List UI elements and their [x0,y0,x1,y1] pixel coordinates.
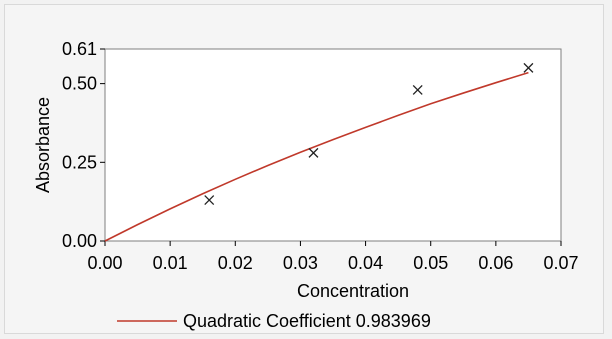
marker-stroke [308,147,319,158]
legend-label-fit-line: Quadratic Coefficient 0.983969 [183,311,431,331]
data-point-marker [204,195,215,206]
x-axis: 0.00 0.01 0.02 0.03 0.04 0.05 0.06 0.07 [87,241,579,273]
data-point-marker [523,62,534,73]
chart-panel: 0.00 0.01 0.02 0.03 0.04 0.05 0.06 0.07 0.00 0.2… [4,4,604,334]
x-tick-label: 0.07 [543,253,578,273]
x-tick-label: 0.01 [153,253,188,273]
plot-area [104,48,562,242]
x-tick-label: 0.05 [413,253,448,273]
x-axis-title: Concentration [297,281,409,301]
x-tick-label: 0.00 [87,253,122,273]
y-tick-label: 0.50 [62,74,97,94]
data-point-marker [412,84,423,95]
legend: Quadratic Coefficient 0.983969 [117,311,431,331]
calibration-chart: 0.00 0.01 0.02 0.03 0.04 0.05 0.06 0.07 0.00 0.2… [33,39,579,331]
x-tick-label: 0.03 [283,253,318,273]
marker-stroke [523,62,534,73]
y-tick-label: 0.61 [62,39,97,59]
y-tick-label: 0.25 [62,152,97,172]
y-axis-title: Absorbance [33,97,53,193]
y-axis: 0.00 0.25 0.50 0.61 [62,39,105,251]
y-tick-label: 0.00 [62,231,97,251]
x-tick-label: 0.06 [478,253,513,273]
plot-background [104,48,562,242]
fit-line [104,71,529,242]
marker-stroke [204,195,215,206]
data-point-marker [308,147,319,158]
x-tick-label: 0.04 [348,253,383,273]
marker-stroke [412,84,423,95]
series-layer [104,62,534,242]
x-tick-label: 0.02 [218,253,253,273]
